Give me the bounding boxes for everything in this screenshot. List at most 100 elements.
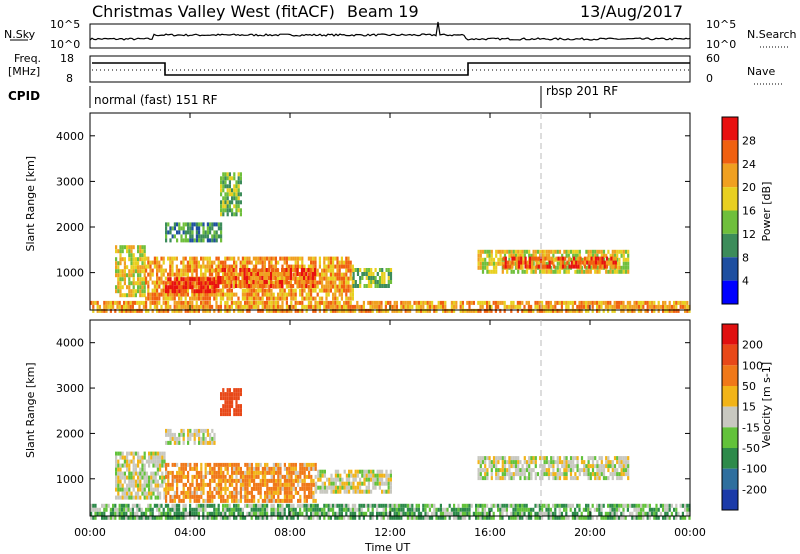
power-cell — [352, 280, 355, 284]
velocity-cell — [163, 451, 166, 456]
power-cell — [277, 296, 280, 301]
power-cell — [283, 288, 286, 293]
power-cell — [495, 261, 498, 266]
velocity-cell — [501, 511, 504, 516]
velocity-cell — [244, 498, 247, 503]
velocity-cell — [215, 486, 218, 491]
power-cell — [526, 264, 529, 269]
velocity-cell — [361, 469, 364, 474]
velocity-cell — [224, 507, 227, 512]
velocity-cell — [209, 482, 212, 487]
velocity-cell — [279, 515, 282, 520]
velocity-cell — [492, 511, 495, 516]
power-cell — [340, 280, 343, 285]
power-cell — [325, 272, 328, 277]
velocity-cell — [318, 511, 321, 516]
velocity-cell — [290, 498, 293, 503]
power-cell — [255, 264, 258, 269]
velocity-cell — [563, 507, 566, 512]
power-cell — [209, 277, 212, 282]
velocity-cell — [131, 511, 134, 516]
power-cell — [256, 276, 259, 280]
power-cell — [314, 272, 317, 276]
velocity-cell — [250, 462, 253, 467]
power-cell — [206, 268, 209, 273]
velocity-cell — [541, 456, 544, 461]
velocity-cell — [558, 468, 562, 473]
power-cell — [191, 238, 194, 243]
power-cell — [186, 260, 189, 265]
velocity-cell — [545, 503, 548, 508]
power-cell — [600, 249, 603, 254]
power-cell — [488, 257, 491, 262]
power-cell — [345, 288, 348, 293]
velocity-cell — [631, 511, 634, 516]
velocity-cell — [318, 507, 321, 512]
power-cell — [299, 264, 302, 269]
velocity-cell — [512, 472, 515, 477]
power-cell — [612, 264, 615, 269]
velocity-cell — [384, 507, 387, 512]
velocity-cell — [167, 440, 170, 445]
velocity-cell — [200, 486, 203, 491]
velocity-cell — [222, 515, 225, 520]
velocity-cell — [211, 470, 214, 475]
velocity-cell — [307, 515, 310, 520]
velocity-cell — [231, 462, 234, 467]
velocity-cell — [98, 507, 101, 512]
velocity-cell — [319, 473, 322, 478]
velocity-cell — [349, 515, 352, 520]
velocity-cell — [94, 503, 97, 508]
velocity-cell — [266, 466, 269, 471]
velocity-cell — [134, 471, 137, 476]
velocity-cell — [141, 491, 144, 496]
power-cell — [352, 272, 355, 276]
velocity-cell — [139, 487, 142, 492]
power-cell — [147, 256, 150, 261]
velocity-cell — [123, 515, 126, 520]
power-cell — [248, 308, 251, 313]
velocity-cell — [115, 455, 118, 460]
velocity-cell — [528, 460, 531, 465]
velocity-cell — [279, 470, 282, 475]
power-cell — [109, 308, 112, 313]
velocity-cell — [385, 473, 388, 478]
velocity-cell — [648, 515, 651, 520]
power-cell — [618, 300, 621, 305]
velocity-cell — [521, 503, 524, 508]
power-cell — [141, 281, 144, 286]
velocity-cell — [345, 489, 348, 494]
power-cell — [325, 284, 328, 289]
power-cell — [263, 284, 266, 288]
power-cell — [637, 300, 640, 305]
velocity-cell — [556, 460, 559, 465]
power-cell — [233, 172, 236, 177]
power-cell — [512, 261, 515, 266]
velocity-colorbar-tick: 50 — [742, 380, 756, 393]
velocity-cell — [354, 489, 357, 494]
power-cell — [182, 222, 185, 227]
power-cell — [400, 304, 403, 309]
power-cell — [391, 308, 394, 313]
power-cell — [334, 256, 337, 261]
velocity-cell — [220, 490, 223, 495]
power-cell — [618, 265, 621, 270]
power-cell — [193, 238, 196, 243]
power-cell — [598, 300, 601, 305]
velocity-cell — [611, 507, 614, 512]
velocity-cell — [543, 503, 546, 508]
power-cell — [522, 260, 525, 265]
velocity-cell — [490, 468, 493, 473]
power-cell — [574, 300, 577, 305]
power-cell — [202, 264, 205, 269]
velocity-cell — [277, 474, 280, 479]
velocity-cell — [541, 468, 544, 473]
velocity-cell — [508, 476, 511, 481]
power-cell — [347, 276, 350, 281]
power-cell — [351, 288, 354, 293]
velocity-cell — [169, 515, 172, 520]
power-cell — [184, 285, 187, 290]
power-cell — [389, 268, 393, 272]
power-cell — [646, 304, 649, 309]
power-cell — [261, 284, 264, 288]
